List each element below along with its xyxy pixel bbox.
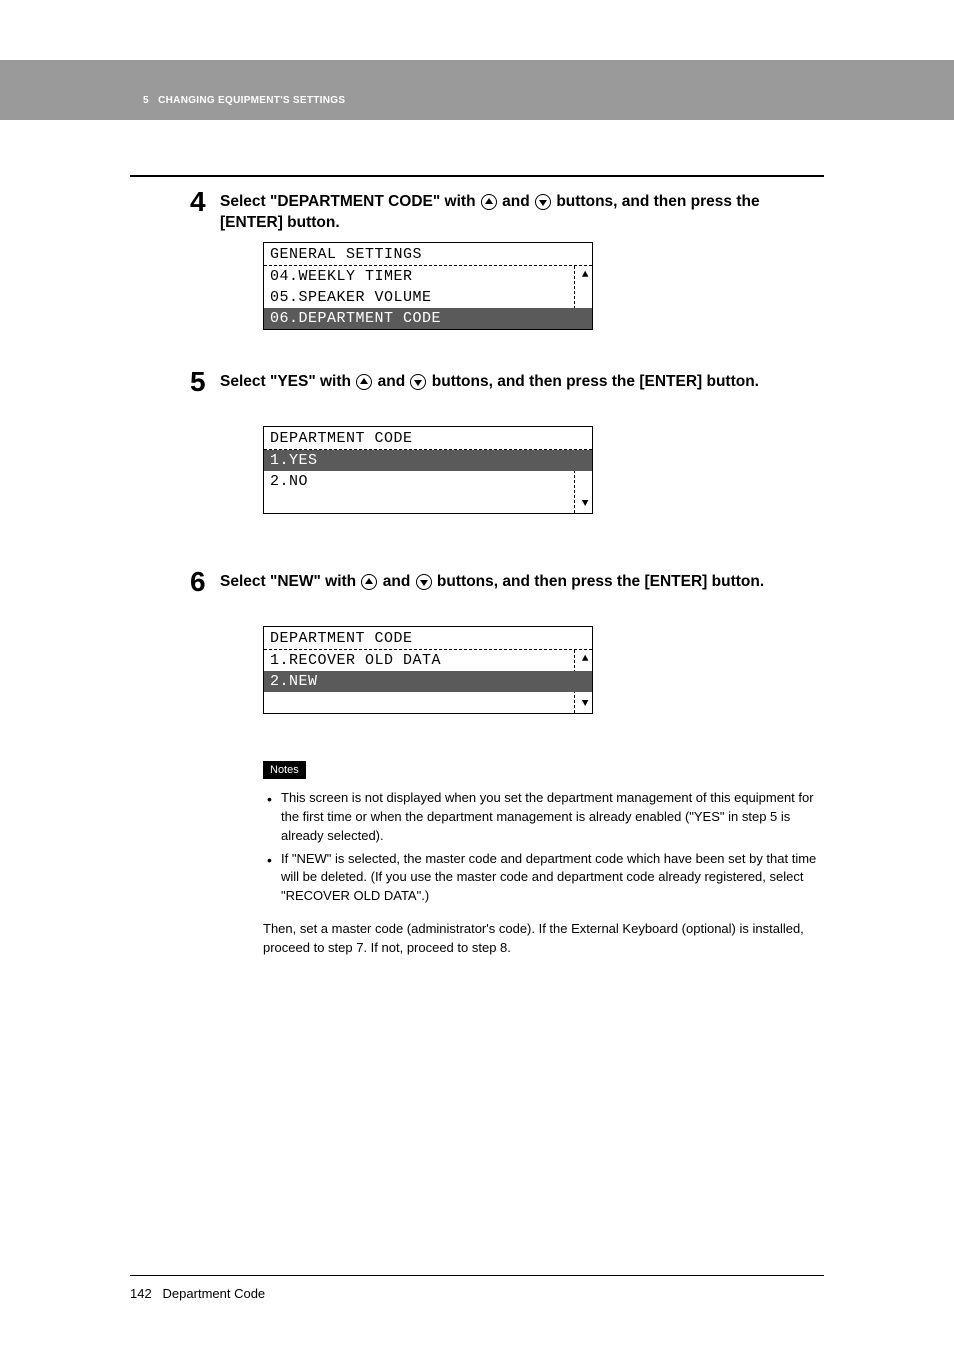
step-number: 5 (190, 366, 206, 398)
down-arrow-icon (416, 574, 432, 590)
lcd-screen-6: DEPARTMENT CODE ▲ ▼ 1.RECOVER OLD DATA 2… (263, 626, 593, 714)
lcd-title: DEPARTMENT CODE (264, 427, 592, 450)
chapter-header: 5 CHANGING EQUIPMENT'S SETTINGS (143, 95, 345, 106)
lcd-body: ▲ ▼ 04.WEEKLY TIMER 05.SPEAKER VOLUME 06… (264, 266, 592, 329)
up-arrow-icon (356, 374, 372, 390)
notes-after-text: Then, set a master code (administrator's… (263, 920, 824, 958)
page-footer: 142 Department Code (130, 1286, 265, 1301)
step-6: 6 Select "NEW" with and buttons, and the… (220, 572, 824, 593)
page-number: 142 (130, 1286, 152, 1301)
lcd-row (264, 692, 592, 713)
top-rule (130, 175, 824, 177)
step-instruction: Select "DEPARTMENT CODE" with and button… (220, 192, 824, 234)
step-5: 5 Select "YES" with and buttons, and the… (220, 372, 824, 393)
chapter-title: CHANGING EQUIPMENT'S SETTINGS (158, 95, 345, 106)
lcd-row (264, 492, 592, 513)
notes-section: Notes This screen is not displayed when … (263, 760, 824, 958)
step-text-part: Select "NEW" with (220, 573, 360, 590)
step-text-part: buttons, and then press the [ENTER] butt… (433, 573, 765, 590)
step-text-part: Select "DEPARTMENT CODE" with (220, 193, 480, 210)
lcd-screen-4: GENERAL SETTINGS ▲ ▼ 04.WEEKLY TIMER 05.… (263, 242, 593, 330)
step-number: 4 (190, 186, 206, 218)
step-number: 6 (190, 566, 206, 598)
note-item: This screen is not displayed when you se… (281, 789, 824, 846)
lcd-title: GENERAL SETTINGS (264, 243, 592, 266)
step-text-part: buttons, and then press the [ENTER] butt… (427, 373, 759, 390)
notes-label: Notes (263, 761, 306, 779)
section-name: Department Code (163, 1286, 266, 1301)
bottom-rule (130, 1275, 824, 1276)
notes-list: This screen is not displayed when you se… (263, 789, 824, 906)
step-4: 4 Select "DEPARTMENT CODE" with and butt… (220, 192, 824, 234)
up-arrow-icon (361, 574, 377, 590)
lcd-row: 04.WEEKLY TIMER (264, 266, 592, 287)
step-instruction: Select "YES" with and buttons, and then … (220, 372, 824, 393)
down-arrow-icon (535, 194, 551, 210)
lcd-body: ▲ ▼ 1.RECOVER OLD DATA 2.NEW (264, 650, 592, 713)
step-text-part: and (378, 573, 414, 590)
up-arrow-icon (481, 194, 497, 210)
lcd-row-selected: 1.YES (264, 450, 592, 471)
step-text-part: and (498, 193, 534, 210)
note-item: If "NEW" is selected, the master code an… (281, 850, 824, 907)
lcd-row-selected: 2.NEW (264, 671, 592, 692)
step-text-part: Select "YES" with (220, 373, 355, 390)
lcd-row: 1.RECOVER OLD DATA (264, 650, 592, 671)
lcd-row: 05.SPEAKER VOLUME (264, 287, 592, 308)
down-arrow-icon (410, 374, 426, 390)
lcd-title: DEPARTMENT CODE (264, 627, 592, 650)
step-text-part: and (373, 373, 409, 390)
lcd-screen-5: DEPARTMENT CODE ▲ ▼ 1.YES 2.NO (263, 426, 593, 514)
lcd-row-selected: 06.DEPARTMENT CODE (264, 308, 592, 329)
step-instruction: Select "NEW" with and buttons, and then … (220, 572, 824, 593)
header-background (130, 60, 954, 120)
lcd-body: ▲ ▼ 1.YES 2.NO (264, 450, 592, 513)
chapter-number: 5 (143, 95, 149, 106)
lcd-row: 2.NO (264, 471, 592, 492)
header-accent-bar (0, 60, 130, 120)
